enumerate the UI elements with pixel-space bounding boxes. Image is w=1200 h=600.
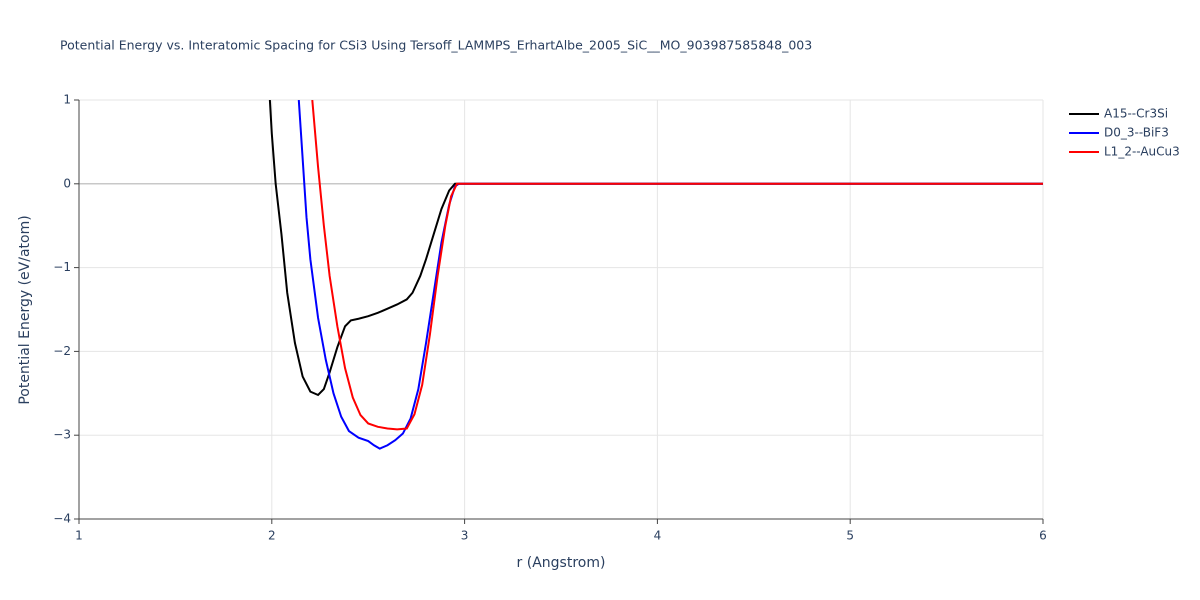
- y-axis-label: Potential Energy (eV/atom): [17, 215, 33, 404]
- y-tick-label: −3: [53, 428, 71, 442]
- y-tick-label: −2: [53, 344, 71, 358]
- x-tick-label: 6: [1039, 529, 1047, 543]
- x-tick-label: 5: [846, 529, 854, 543]
- y-tick-label: 1: [63, 93, 71, 107]
- chart-title: Potential Energy vs. Interatomic Spacing…: [60, 38, 812, 53]
- x-axis-label: r (Angstrom): [517, 555, 606, 571]
- x-tick-label: 3: [461, 529, 469, 543]
- legend-label: L1_2--AuCu3: [1104, 145, 1180, 159]
- y-tick-label: −4: [53, 512, 71, 526]
- x-tick-label: 4: [654, 529, 662, 543]
- legend: A15--Cr3Si D0_3--BiF3 L1_2--AuCu3: [1069, 107, 1180, 159]
- legend-label: A15--Cr3Si: [1104, 107, 1168, 121]
- legend-label: D0_3--BiF3: [1104, 126, 1169, 140]
- plot-area: [268, 100, 1043, 450]
- grid: [78, 99, 1044, 520]
- y-tick-label: 0: [63, 176, 71, 190]
- series-line: [311, 100, 1043, 431]
- x-tick-label: 2: [268, 529, 276, 543]
- y-tick-label: −1: [53, 260, 71, 274]
- series-line: [268, 100, 1043, 397]
- x-tick-label: 1: [75, 529, 83, 543]
- series-line: [297, 100, 1043, 450]
